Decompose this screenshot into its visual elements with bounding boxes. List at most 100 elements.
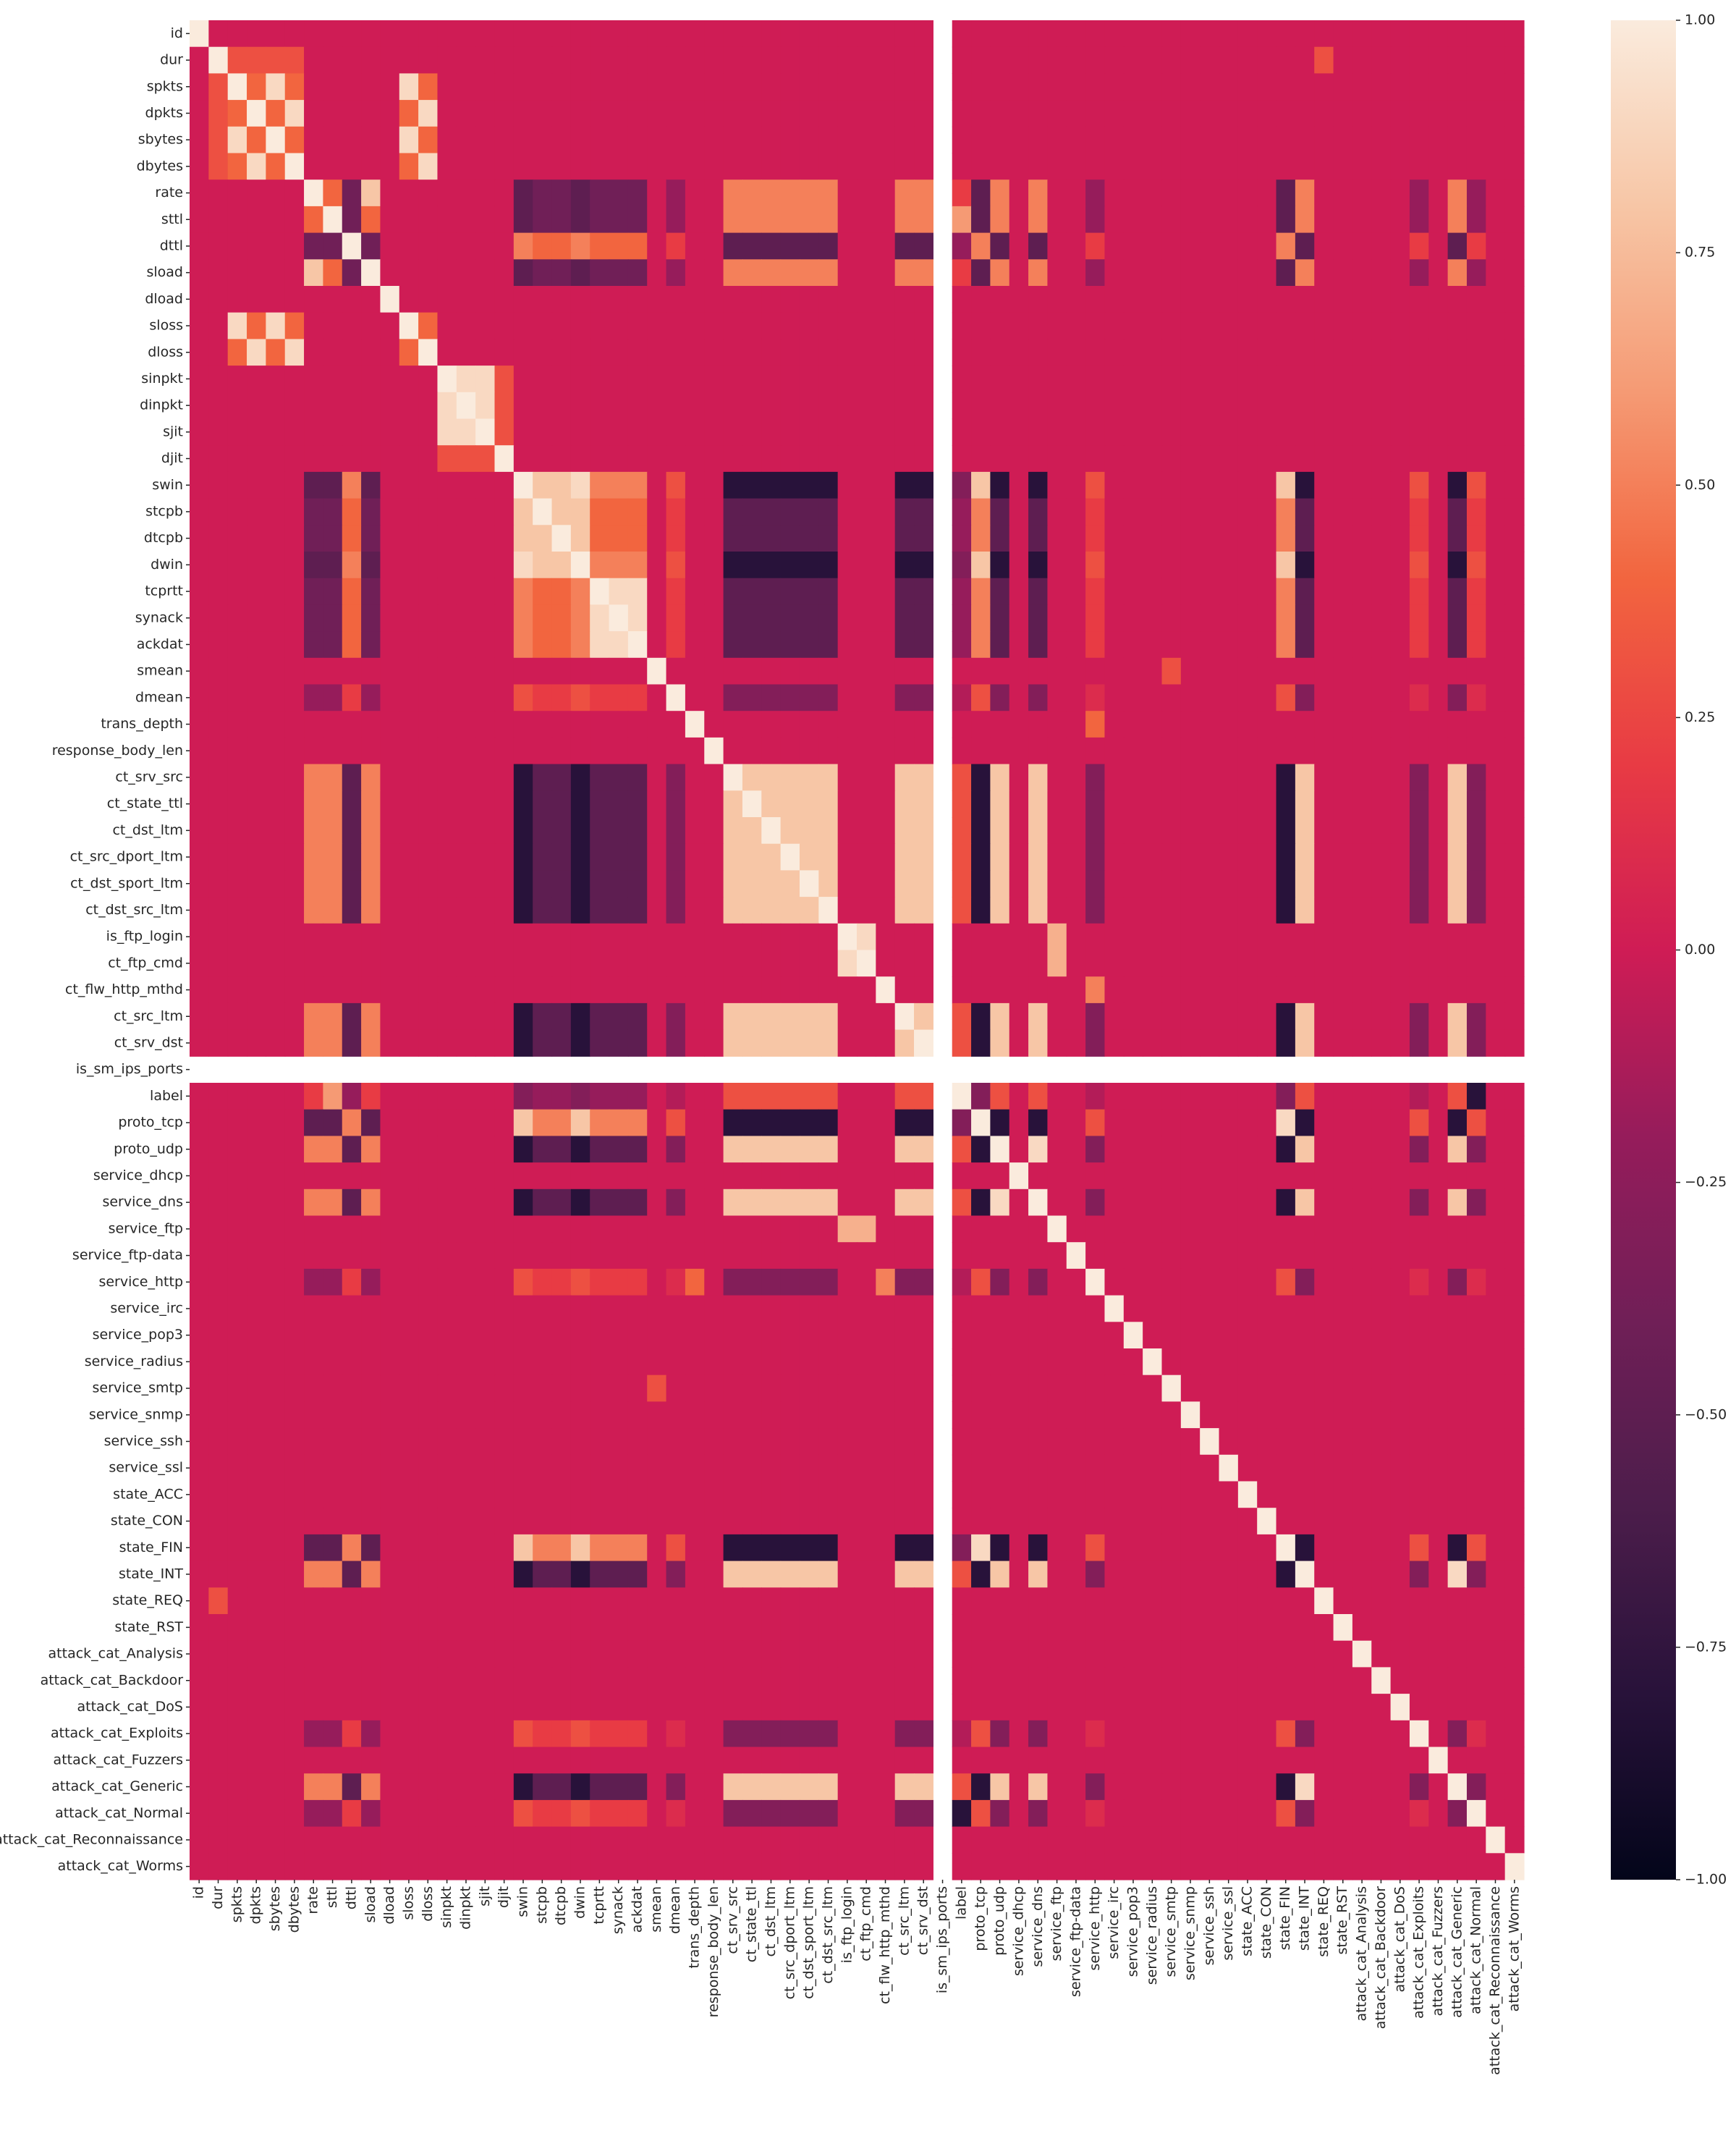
heatmap-cell	[418, 445, 439, 473]
heatmap-cell	[456, 1454, 476, 1482]
heatmap-cell	[723, 100, 743, 127]
heatmap-cell	[190, 366, 209, 393]
heatmap-cell	[1352, 976, 1372, 1004]
heatmap-cell	[971, 100, 991, 127]
heatmap-cell	[590, 737, 610, 765]
heatmap-cell	[190, 1215, 209, 1243]
heatmap-cell	[1390, 976, 1410, 1004]
heatmap-cell	[627, 126, 648, 154]
heatmap-cell	[647, 471, 667, 499]
heatmap-cell	[266, 764, 286, 791]
heatmap-cell	[1447, 711, 1468, 738]
heatmap-cell	[190, 1508, 209, 1535]
heatmap-cell	[1390, 471, 1410, 499]
heatmap-cell	[1028, 1242, 1049, 1270]
heatmap-cell	[1428, 870, 1449, 898]
heatmap-cell	[1219, 498, 1239, 525]
heatmap-cell	[1009, 1083, 1029, 1110]
heatmap-cell	[1428, 764, 1449, 791]
heatmap-cell	[971, 259, 991, 287]
heatmap-cell	[876, 950, 896, 977]
heatmap-cell	[1352, 1002, 1372, 1031]
heatmap-cell	[1143, 100, 1163, 127]
heatmap-cell	[780, 1640, 800, 1668]
heatmap-cell	[247, 1534, 266, 1562]
heatmap-cell	[1390, 1268, 1410, 1296]
heatmap-cell	[304, 206, 323, 234]
heatmap-cell	[551, 46, 572, 74]
heatmap-cell	[227, 1083, 247, 1110]
heatmap-cell	[1123, 1534, 1143, 1562]
heatmap-cell	[876, 259, 896, 287]
heatmap-cell	[513, 1295, 533, 1322]
heatmap-cell	[266, 1374, 286, 1402]
heatmap-cell	[876, 1853, 896, 1880]
heatmap-cell	[208, 1188, 229, 1217]
heatmap-cell	[1295, 1481, 1315, 1508]
heatmap-cell	[361, 1614, 381, 1642]
heatmap-cell	[1504, 1773, 1525, 1801]
heatmap-cell	[1085, 392, 1106, 420]
heatmap-cell	[304, 1799, 323, 1828]
heatmap-cell	[1143, 578, 1163, 605]
heatmap-cell	[742, 1773, 762, 1801]
heatmap-cell	[1047, 180, 1067, 207]
heatmap-cell	[1219, 525, 1239, 552]
heatmap-cell	[1161, 631, 1182, 659]
heatmap-cell	[266, 366, 286, 393]
heatmap-cell	[1009, 1374, 1029, 1402]
heatmap-cell	[590, 790, 610, 818]
heatmap-cell	[380, 418, 400, 446]
y-tick-label: ct_src_dport_ltm	[70, 849, 183, 865]
heatmap-cell	[380, 366, 400, 393]
heatmap-cell	[1428, 366, 1449, 393]
heatmap-cell	[971, 897, 991, 924]
heatmap-cell	[914, 1374, 933, 1402]
heatmap-cell	[894, 153, 915, 180]
heatmap-cell	[533, 1002, 553, 1031]
heatmap-cell	[780, 1481, 800, 1508]
heatmap-cell	[361, 976, 381, 1004]
heatmap-cell	[894, 339, 915, 366]
heatmap-cell	[1143, 20, 1163, 48]
heatmap-cell	[266, 897, 286, 924]
heatmap-cell	[475, 897, 496, 924]
heatmap-cell	[1447, 817, 1468, 845]
heatmap-cell	[1276, 1694, 1296, 1721]
heatmap-cell	[1371, 1853, 1392, 1880]
heatmap-cell	[266, 498, 286, 525]
heatmap-cell	[723, 206, 743, 234]
heatmap-cell	[1047, 1162, 1067, 1190]
heatmap-cell	[666, 1295, 686, 1322]
heatmap-cell	[1314, 1720, 1334, 1748]
heatmap-cell	[1447, 73, 1468, 101]
heatmap-cell	[1466, 286, 1486, 313]
y-tick-label: service_ssh	[104, 1433, 183, 1449]
heatmap-cell	[1504, 1162, 1525, 1190]
heatmap-cell	[1219, 1322, 1239, 1349]
heatmap-cell	[723, 1002, 743, 1031]
heatmap-cell	[342, 870, 362, 898]
heatmap-cell	[1295, 923, 1315, 951]
heatmap-cell	[1428, 1667, 1449, 1694]
heatmap-cell	[494, 552, 515, 579]
heatmap-cell	[1466, 1534, 1486, 1562]
heatmap-cell	[761, 631, 782, 659]
heatmap-cell	[1104, 1640, 1125, 1668]
heatmap-cell	[284, 1534, 305, 1562]
heatmap-cell	[1237, 1826, 1258, 1854]
heatmap-cell	[1371, 20, 1392, 48]
heatmap-cell	[1219, 711, 1239, 738]
heatmap-cell	[1314, 897, 1334, 924]
heatmap-cell	[323, 259, 343, 287]
heatmap-cell	[284, 1322, 305, 1349]
heatmap-cell	[761, 1587, 782, 1615]
heatmap-cell	[685, 1136, 705, 1163]
heatmap-cell	[323, 790, 343, 818]
heatmap-cell	[1409, 418, 1429, 446]
heatmap-cell	[1314, 471, 1334, 499]
heatmap-cell	[304, 790, 323, 818]
heatmap-cell	[971, 1826, 991, 1854]
heatmap-cell	[1428, 923, 1449, 951]
heatmap-cell	[437, 1322, 457, 1349]
